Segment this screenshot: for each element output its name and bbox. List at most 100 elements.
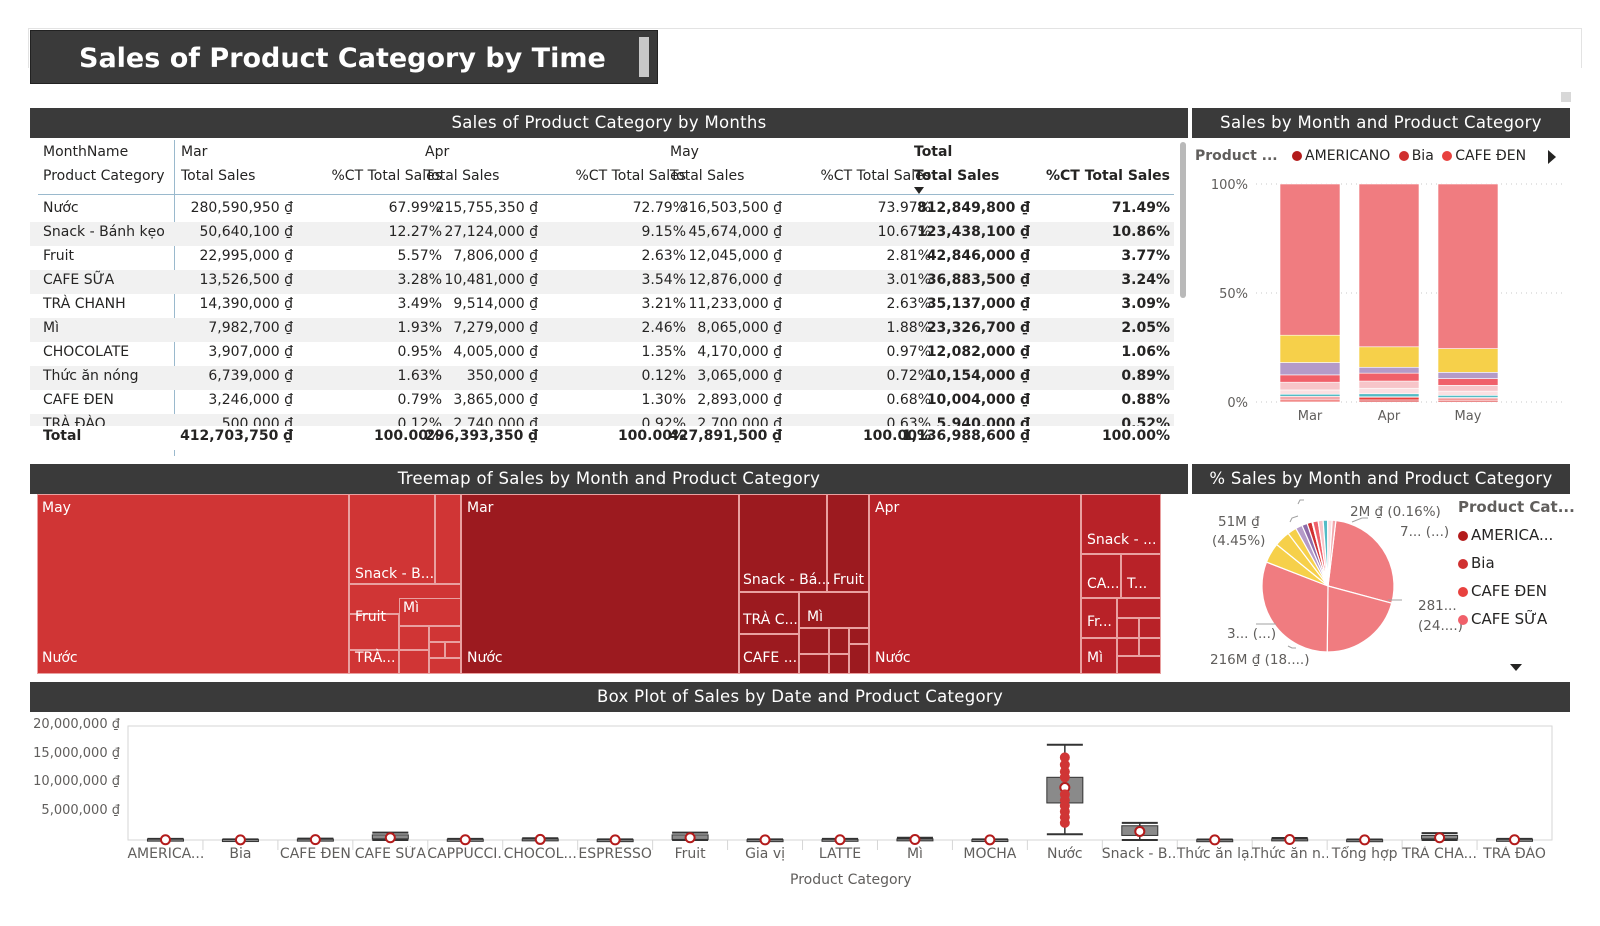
- treemap-tile-apr-fr[interactable]: [1081, 598, 1117, 638]
- treemap-tile-mar-snack[interactable]: [739, 494, 827, 592]
- table-row[interactable]: Thức ăn nóng 6,739,000 ₫ 1.63% 350,000 ₫ 0.1…: [30, 366, 1174, 390]
- treemap-tile-mar-mi[interactable]: [799, 592, 869, 628]
- treemap-tile[interactable]: [849, 628, 869, 644]
- treemap-tile[interactable]: [429, 626, 461, 642]
- matrix-total-pct-header[interactable]: %CT Total Sales: [1045, 168, 1170, 184]
- sales-treemap[interactable]: May Nước Snack - B... Fruit Mì TRÀ... Ma…: [37, 494, 1189, 674]
- treemap-tile[interactable]: [1117, 598, 1161, 618]
- treemap-tile-mar-nuoc[interactable]: [461, 494, 739, 674]
- legend-item-bia[interactable]: Bia: [1398, 148, 1434, 164]
- matrix-measure-header[interactable]: %CT Total Sales: [820, 168, 932, 184]
- treemap-tile-mar-cafe[interactable]: [739, 634, 799, 674]
- treemap-tile[interactable]: [429, 658, 461, 674]
- legend-item-cafe-den[interactable]: CAFE ĐEN: [1442, 148, 1526, 164]
- legend-item-americano[interactable]: AMERICANO: [1292, 148, 1390, 164]
- treemap-tile[interactable]: [1117, 638, 1139, 656]
- treemap-tile-apr-ca[interactable]: [1081, 554, 1121, 598]
- pie-data-label: 281...: [1418, 598, 1457, 614]
- treemap-tile-apr-snack[interactable]: [1081, 494, 1161, 554]
- box-plot-chart[interactable]: [0, 714, 1600, 884]
- table-row[interactable]: TRÀ CHANH 14,390,000 ₫ 3.49% 9,514,000 ₫ 3.2…: [30, 294, 1174, 318]
- treemap-tile[interactable]: [829, 654, 849, 674]
- matrix-measure-header[interactable]: %CT Total Sales: [575, 168, 687, 184]
- matrix-title: Sales of Product Category by Months: [30, 108, 1188, 138]
- treemap-tile[interactable]: [399, 626, 429, 650]
- x-tick-label: Mar: [1298, 409, 1323, 424]
- box-median-marker: [1134, 825, 1146, 837]
- treemap-tile[interactable]: [349, 494, 435, 584]
- matrix-scrollbar[interactable]: [1180, 142, 1186, 298]
- table-row[interactable]: CHOCOLATE 3,907,000 ₫ 0.95% 4,005,000 ₫ 1.35…: [30, 342, 1174, 366]
- stacked-bar-segment: [1437, 395, 1499, 398]
- pie-legend-item[interactable]: Bia: [1458, 554, 1575, 572]
- matrix-measure-header[interactable]: Total Sales: [181, 168, 256, 184]
- pie-chart[interactable]: [1192, 496, 1462, 678]
- stacked-chart-title: Sales by Month and Product Category: [1192, 108, 1570, 138]
- treemap-tile[interactable]: [1117, 656, 1161, 674]
- matrix-measure-header[interactable]: %CT Total Sales: [331, 168, 443, 184]
- table-row[interactable]: Mì 7,982,700 ₫ 1.93% 7,279,000 ₫ 2.46% 8,065,…: [30, 318, 1174, 342]
- matrix-month-header[interactable]: Apr: [425, 144, 450, 160]
- treemap-tile[interactable]: [1139, 618, 1161, 638]
- matrix-month-header[interactable]: Mar: [181, 144, 208, 160]
- treemap-tile[interactable]: [399, 650, 429, 674]
- treemap-tile[interactable]: [829, 628, 849, 654]
- table-cell: 73.97%: [877, 200, 931, 216]
- treemap-tile[interactable]: [1139, 638, 1161, 656]
- matrix-total-sales-header[interactable]: Total Sales: [914, 168, 1000, 184]
- visual-options-handle[interactable]: [1561, 92, 1571, 102]
- table-row[interactable]: Snack - Bánh kẹo 50,640,100 ₫ 12.27% 27,124…: [30, 222, 1174, 246]
- treemap-tile[interactable]: [429, 642, 445, 658]
- table-cell: 36,883,500 ₫: [926, 272, 1030, 288]
- title-resize-handle[interactable]: [639, 37, 649, 77]
- legend-next-page-icon[interactable]: [1548, 150, 1556, 164]
- x-tick-label: MOCHA: [963, 846, 1017, 862]
- stacked-legend[interactable]: Product ... AMERICANO Bia CAFE ĐEN: [1195, 148, 1526, 164]
- treemap-tile-label: TRÀ C...: [743, 612, 798, 628]
- pie-legend-item[interactable]: CAFE ĐEN: [1458, 582, 1575, 600]
- treemap-tile-apr-nuoc[interactable]: [869, 494, 1081, 674]
- pie-legend[interactable]: Product Cat... AMERICA... Bia CAFE ĐEN C…: [1458, 498, 1575, 638]
- matrix-measure-header[interactable]: Total Sales: [425, 168, 500, 184]
- treemap-tile-may-nuoc[interactable]: [37, 494, 349, 674]
- treemap-tile-may-fruit[interactable]: [349, 614, 399, 650]
- treemap-tile[interactable]: [1117, 618, 1139, 638]
- y-tick-label: 100%: [1211, 178, 1248, 193]
- legend-label: CAFE ĐEN: [1455, 148, 1527, 164]
- pie-leader-line: [1287, 645, 1296, 649]
- matrix-measure-header[interactable]: Total Sales: [670, 168, 745, 184]
- table-cell: 3.01%: [886, 272, 931, 288]
- table-cell: 3.21%: [641, 296, 686, 312]
- table-row[interactable]: CAFE ĐEN 3,246,000 ₫ 0.79% 3,865,000 ₫ 1.30%…: [30, 390, 1174, 414]
- treemap-tile[interactable]: [445, 642, 461, 658]
- sort-descending-icon[interactable]: [914, 187, 924, 194]
- table-cell: 0.97%: [886, 344, 931, 360]
- treemap-tile-may-mi[interactable]: [399, 598, 461, 626]
- treemap-tile-apr-mi[interactable]: [1081, 638, 1117, 674]
- treemap-tile-mar-fruit[interactable]: [827, 494, 869, 592]
- table-cell: 10,154,000 ₫: [926, 368, 1030, 384]
- box-median-marker: [1359, 834, 1371, 846]
- treemap-tile-mar-tra[interactable]: [739, 592, 799, 634]
- legend-scroll-down-icon[interactable]: [1510, 664, 1522, 671]
- treemap-tile-label: Snack - ...: [1087, 532, 1157, 548]
- pie-legend-item[interactable]: AMERICA...: [1458, 526, 1575, 544]
- matrix-month-header[interactable]: May: [670, 144, 699, 160]
- box-median-marker: [534, 833, 546, 845]
- treemap-tile-label: TRÀ...: [355, 650, 396, 666]
- sales-matrix[interactable]: MonthName Mar Apr May Total Product Cate…: [30, 140, 1178, 456]
- pie-legend-item[interactable]: CAFE SỮA: [1458, 610, 1575, 628]
- table-row[interactable]: Nước 280,590,950 ₫ 67.99% 215,755,350 ₫ 72.7…: [30, 198, 1174, 222]
- treemap-tile-may-tra[interactable]: [349, 650, 399, 674]
- treemap-tile[interactable]: [849, 644, 869, 674]
- table-row[interactable]: Fruit 22,995,000 ₫ 5.57% 7,806,000 ₫ 2.63% 12…: [30, 246, 1174, 270]
- treemap-tile[interactable]: [435, 494, 461, 584]
- stacked-bar-chart[interactable]: 100% 50% 0% Mar Apr May: [1192, 176, 1570, 446]
- treemap-tile[interactable]: [799, 654, 829, 674]
- treemap-tile-apr-t[interactable]: [1121, 554, 1161, 598]
- pie-data-label: (24....): [1418, 618, 1463, 634]
- row-category-label: TRÀ CHANH: [43, 296, 126, 312]
- table-cell: 10.67%: [877, 224, 931, 240]
- table-row[interactable]: CAFE SỮA 13,526,500 ₫ 3.28% 10,481,000 ₫ 3.5…: [30, 270, 1174, 294]
- treemap-tile[interactable]: [799, 628, 829, 654]
